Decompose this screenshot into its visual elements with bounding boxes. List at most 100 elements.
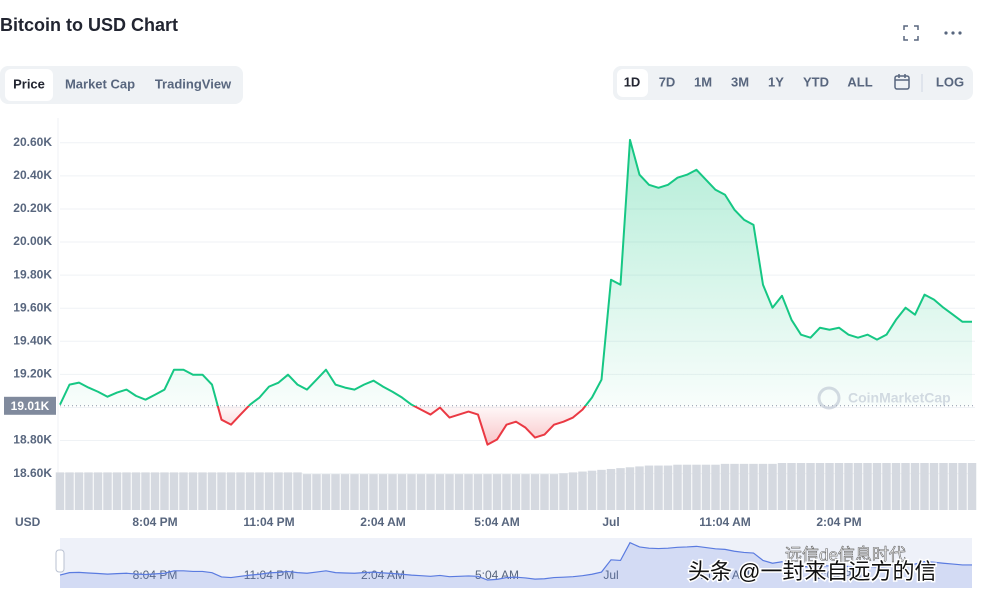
volume-bar (644, 465, 654, 510)
volume-bar (84, 472, 93, 510)
tab[interactable]: TradingView (155, 76, 232, 91)
tab[interactable]: Market Cap (65, 76, 135, 91)
volume-bar (226, 472, 236, 510)
volume-bar (568, 472, 578, 510)
navigator-tick-label: 8:04 PM (133, 568, 178, 582)
volume-bar (464, 474, 473, 510)
y-tick-label: 19.60K (13, 300, 52, 314)
volume-bar (169, 472, 179, 510)
y-tick-label: 20.00K (13, 234, 52, 248)
navigator-tick-label: 11:04 AM (700, 568, 750, 582)
plot: 18.60K18.80K19.00K19.20K19.40K19.60K19.8… (4, 135, 977, 529)
x-tick-label: 8:04 PM (132, 515, 177, 529)
volume-bar (749, 463, 758, 510)
range-button[interactable]: 1Y (768, 74, 784, 89)
range-button[interactable]: 7D (659, 74, 676, 89)
y-tick-label: 18.60K (13, 466, 52, 480)
volume-bar (901, 463, 910, 510)
volume-bar (321, 474, 331, 510)
volume-bar (74, 472, 84, 510)
volume-bar (663, 465, 673, 510)
volume-bar (264, 472, 274, 510)
header-icons (903, 25, 919, 41)
volume-bar (796, 463, 806, 510)
range-button[interactable]: 3M (731, 74, 749, 89)
range-button[interactable]: LOG (936, 74, 964, 89)
volume-bar (293, 472, 302, 510)
navigator-handle[interactable] (55, 549, 65, 573)
volume-bar (958, 463, 967, 510)
more-icon[interactable] (944, 31, 962, 35)
volume-bar (369, 474, 378, 510)
watermark-source: 头条 @一封来自远方的信 (688, 559, 936, 584)
volume-bar (283, 472, 293, 510)
volume-bar (521, 474, 530, 510)
volume-bar (967, 463, 977, 510)
volume-bar (150, 472, 160, 510)
x-tick-label: 2:04 AM (360, 515, 406, 529)
volume-bar (853, 463, 863, 510)
x-tick-label: 5:04 AM (474, 515, 520, 529)
navigator-tick-label: Jul (603, 568, 618, 582)
volume-bar (93, 472, 103, 510)
price-line (59, 138, 972, 446)
volume-bar (397, 474, 407, 510)
volume-bar (179, 472, 188, 510)
volume-bar (654, 465, 663, 510)
range-button[interactable]: ALL (847, 74, 872, 89)
volume-bar (891, 463, 901, 510)
navigator (60, 538, 972, 588)
range-button[interactable]: 1M (694, 74, 712, 89)
volume-bar (540, 474, 549, 510)
volume-bar (920, 463, 929, 510)
navigator-area (60, 542, 972, 588)
volume-bar (207, 472, 217, 510)
volume-bar (625, 467, 635, 510)
y-tick-label: 20.20K (13, 201, 52, 215)
range-button[interactable]: 1D (624, 74, 641, 89)
volume-bar (435, 474, 445, 510)
brand-text: CoinMarketCap (848, 390, 951, 406)
volume-bar (910, 463, 920, 510)
volume-bar (530, 474, 540, 510)
x-tick-label: 11:04 PM (243, 515, 294, 529)
volume-bar (131, 472, 141, 510)
volume-bar (587, 470, 597, 510)
watermark-account: 远信de信息时代 (785, 545, 906, 564)
volume-bar (758, 463, 768, 510)
volume-bar (502, 474, 511, 510)
y-tick-label: 18.80K (13, 433, 52, 447)
volume-bar (454, 474, 464, 510)
x-tick-label: 2:04 PM (816, 515, 861, 529)
volume-bar (141, 472, 150, 510)
volume-bar (872, 463, 882, 510)
volume-bar (863, 463, 872, 510)
volume-bar (426, 474, 435, 510)
tab[interactable]: Price (13, 76, 45, 91)
navigator-line (59, 541, 972, 581)
volume-bar (255, 472, 264, 510)
brand-watermark: CoinMarketCap (817, 386, 951, 410)
volume-bar (112, 472, 122, 510)
volume-bar (122, 472, 131, 510)
fullscreen-icon[interactable] (903, 25, 919, 41)
volume-bar (701, 464, 711, 510)
volume-bar (473, 474, 483, 510)
volume-bar (787, 463, 796, 510)
volume-bar (236, 472, 245, 510)
volume-bar (160, 472, 169, 510)
volume-bar (511, 474, 521, 510)
volume-bar (350, 474, 359, 510)
volume-bar (245, 472, 255, 510)
y-tick-label: 19.20K (13, 367, 52, 381)
range-button[interactable]: YTD (803, 74, 829, 89)
volume-bar (635, 466, 644, 510)
calendar-icon[interactable] (894, 74, 910, 90)
range-bar (613, 66, 973, 100)
volume-bar (198, 472, 207, 510)
volume-bar (578, 471, 587, 510)
volume-bar (217, 472, 226, 510)
